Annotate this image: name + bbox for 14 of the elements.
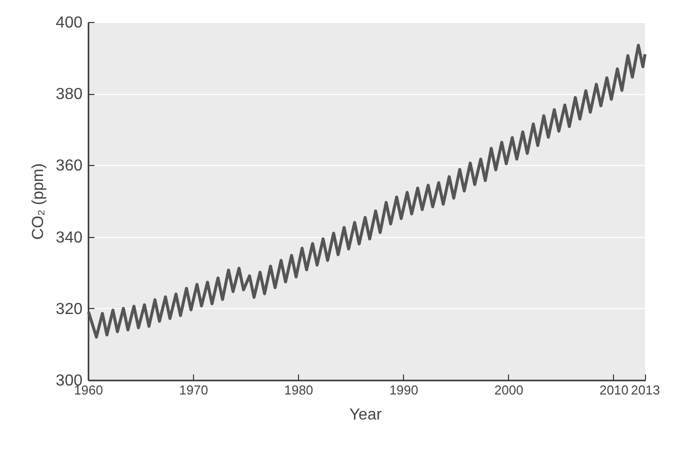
y-tick-label: 320 — [56, 300, 83, 318]
x-axis-title: Year — [349, 406, 382, 424]
x-tick-label: 2010 — [600, 382, 628, 398]
line-series — [87, 44, 646, 339]
y-axis-title: CO₂ (ppm) — [30, 163, 47, 240]
x-tick-label: 2000 — [494, 382, 524, 398]
x-tick-label: 1980 — [284, 382, 314, 398]
x-tick-label: 1990 — [389, 382, 418, 398]
x-tick-label: 1970 — [179, 382, 208, 398]
y-tick-label: 400 — [56, 14, 83, 32]
y-tick-label: 360 — [56, 158, 83, 175]
x-tick-label: 2013 — [631, 382, 660, 398]
y-tick-label: 380 — [56, 86, 83, 104]
y-tick-label: 340 — [56, 229, 83, 246]
